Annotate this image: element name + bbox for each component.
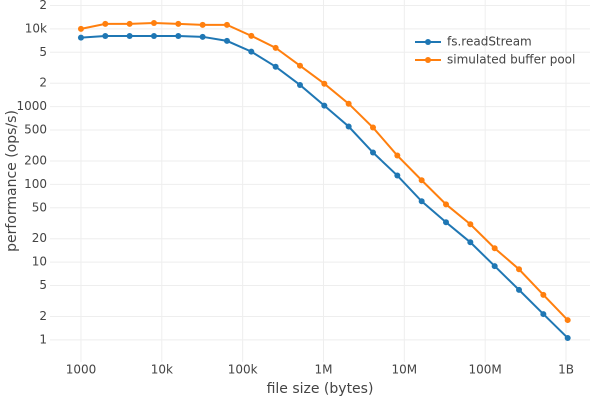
point — [296, 81, 303, 88]
point — [77, 34, 84, 41]
point — [102, 32, 109, 39]
point — [150, 19, 157, 26]
point — [150, 32, 157, 39]
point — [369, 149, 376, 156]
x-tick-label: 1000 — [66, 363, 97, 377]
point — [321, 80, 328, 87]
point — [443, 219, 450, 226]
point — [223, 37, 230, 44]
point — [321, 102, 328, 109]
y-tick-label: 2 — [39, 309, 47, 323]
point — [564, 334, 571, 341]
y-tick-label: 50 — [32, 200, 47, 214]
y-tick-label: 5 — [39, 45, 47, 59]
x-tick-label: 1B — [558, 363, 574, 377]
point — [491, 263, 498, 270]
legend-label: fs.readStream — [447, 35, 532, 49]
y-axis-title: performance (ops/s) — [4, 110, 20, 252]
y-tick-label: 1000 — [16, 99, 47, 113]
x-tick-label: 1M — [314, 363, 332, 377]
x-tick-label: 10k — [151, 363, 173, 377]
y-tick-label: 2 — [39, 0, 47, 12]
point — [418, 198, 425, 205]
x-axis-title: file size (bytes) — [267, 381, 374, 397]
y-tick-label: 20 — [32, 231, 47, 245]
point — [564, 317, 571, 324]
point — [272, 63, 279, 70]
point — [126, 32, 133, 39]
legend-label: simulated buffer pool — [447, 53, 575, 67]
point — [418, 177, 425, 184]
point — [516, 266, 523, 273]
point — [175, 20, 182, 27]
point — [248, 32, 255, 39]
point — [540, 311, 547, 318]
point — [199, 33, 206, 40]
point — [394, 172, 401, 179]
x-tick-label: 100k — [228, 363, 258, 377]
point — [126, 20, 133, 27]
point — [175, 32, 182, 39]
y-tick-label: 1 — [39, 332, 47, 346]
x-tick-label: 10M — [392, 363, 418, 377]
point — [223, 21, 230, 28]
y-tick-label: 500 — [24, 123, 47, 137]
point — [467, 239, 474, 246]
point — [272, 44, 279, 51]
point — [77, 25, 84, 32]
point — [516, 286, 523, 293]
y-tick-label: 10 — [32, 255, 47, 269]
y-tick-label: 10k — [25, 21, 47, 35]
point — [248, 48, 255, 55]
y-tick-label: 2 — [39, 76, 47, 90]
point — [369, 124, 376, 131]
y-tick-label: 200 — [24, 153, 47, 167]
x-tick-label: 100M — [469, 363, 502, 377]
point — [394, 152, 401, 159]
series-line — [80, 21, 569, 321]
point — [467, 221, 474, 228]
point — [102, 20, 109, 27]
legend-marker — [425, 39, 431, 45]
y-tick-label: 5 — [39, 278, 47, 292]
point — [443, 201, 450, 208]
point — [296, 62, 303, 69]
point — [345, 123, 352, 130]
y-tick-label: 100 — [24, 177, 47, 191]
legend-marker — [425, 57, 431, 63]
point — [491, 245, 498, 252]
point — [540, 291, 547, 298]
point — [345, 100, 352, 107]
point — [199, 21, 206, 28]
